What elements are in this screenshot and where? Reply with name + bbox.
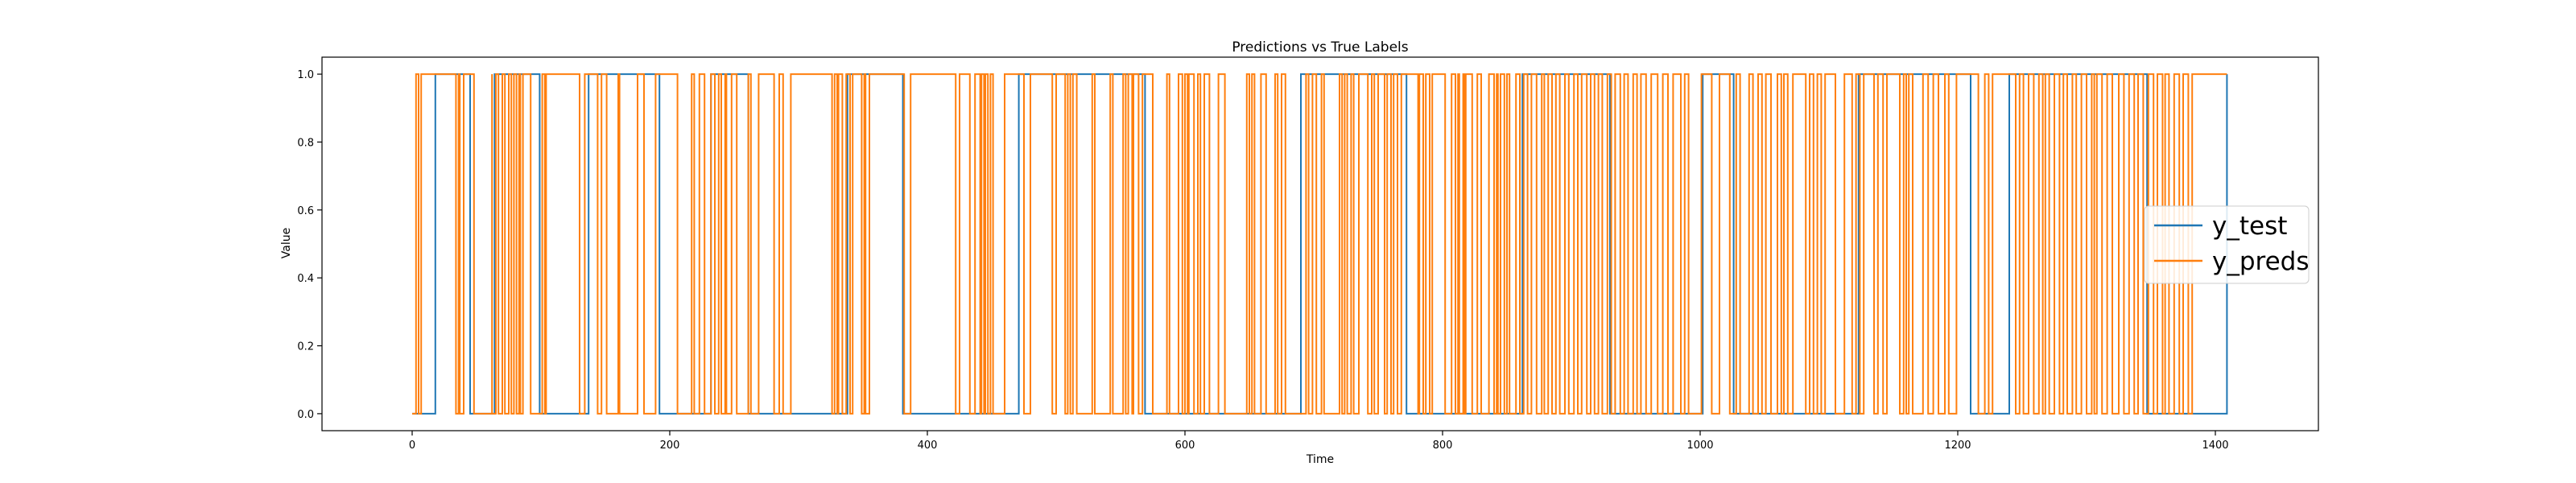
chart-title: Predictions vs True Labels xyxy=(1232,39,1408,56)
y-tick-label: 0.8 xyxy=(297,137,314,149)
x-tick-label: 800 xyxy=(1433,440,1453,452)
x-tick-label: 0 xyxy=(409,440,415,452)
y-tick-label: 0.2 xyxy=(297,341,314,353)
x-tick-label: 1400 xyxy=(2202,440,2228,452)
y-tick-label: 0.0 xyxy=(297,409,314,421)
x-tick-label: 1000 xyxy=(1686,440,1713,452)
series-line-y-preds xyxy=(412,73,2227,415)
x-tick-label: 600 xyxy=(1175,440,1195,452)
x-axis-label: Time xyxy=(1306,453,1334,466)
plot-area: 0 200 400 600 800 1000 1200 1400 0.0 0.2 0.4 0.6 0.8… xyxy=(297,56,2319,452)
x-tick-label: 1200 xyxy=(1944,440,1971,452)
y-tick-label: 0.4 xyxy=(297,273,314,285)
axes-frame xyxy=(321,56,2319,431)
x-tick-label: 400 xyxy=(918,440,938,452)
y-tick-label: 1.0 xyxy=(297,69,314,81)
x-tick-label: 200 xyxy=(660,440,680,452)
legend-label-y-test: y_test xyxy=(2212,212,2287,241)
y-tick-label: 0.6 xyxy=(297,205,314,217)
y-axis-label: Value xyxy=(280,228,293,258)
legend-label-y-preds: y_preds xyxy=(2212,247,2310,276)
legend: y_test y_preds xyxy=(2144,205,2310,284)
